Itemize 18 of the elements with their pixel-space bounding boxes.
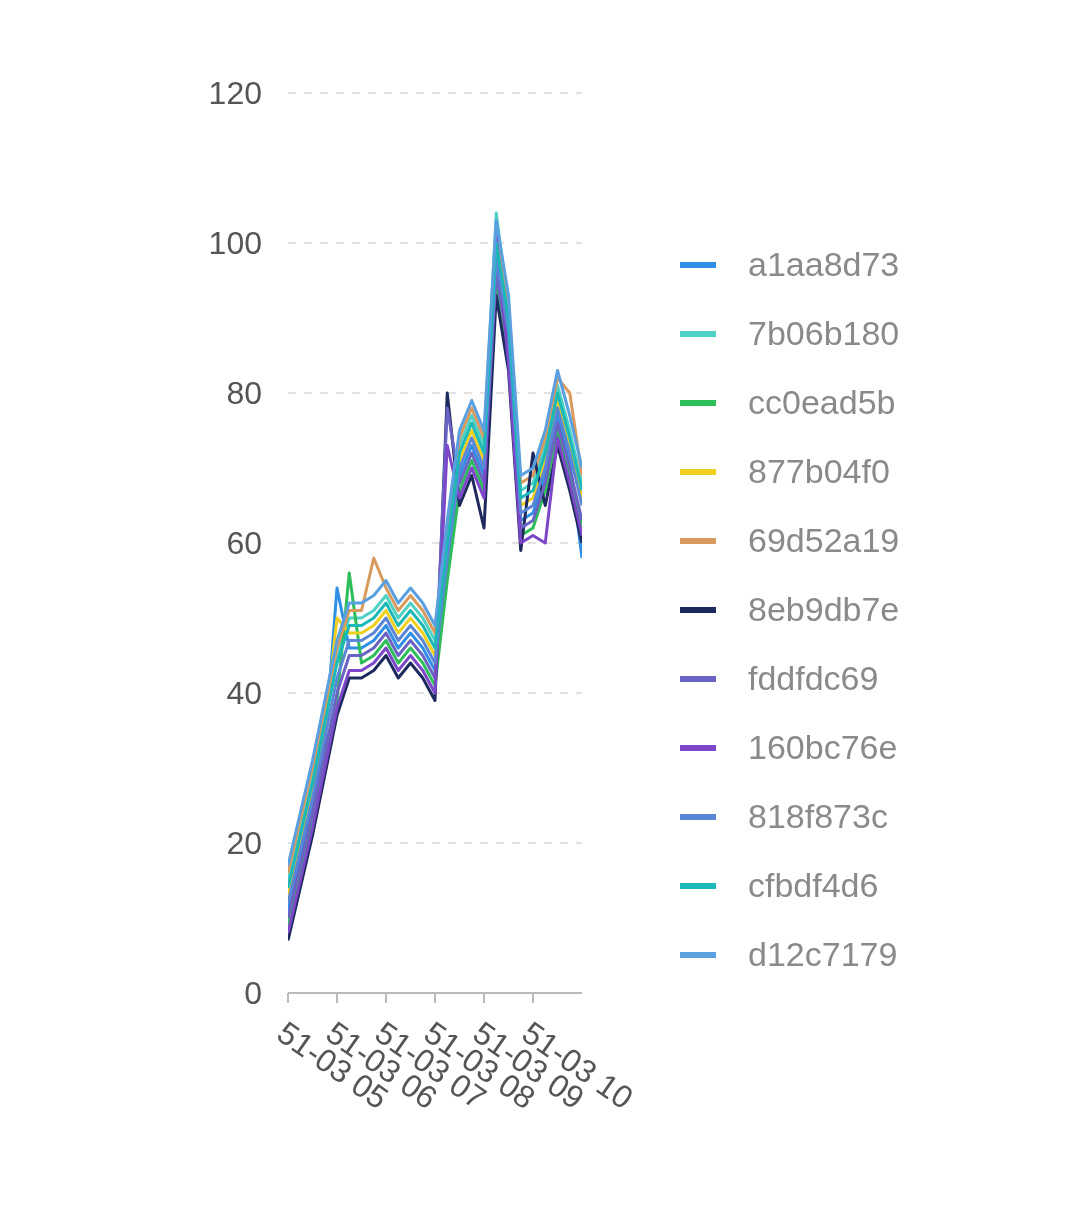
y-tick-label: 0 [244,975,262,1012]
legend-label: d12c7179 [748,935,898,974]
y-tick-label: 120 [208,75,262,112]
legend-label: 877b04f0 [748,452,890,491]
y-tick-label: 80 [226,375,262,412]
legend-label: 160bc76e [748,728,898,767]
y-tick-label: 20 [226,825,262,862]
legend-label: 8eb9db7e [748,590,900,629]
y-tick-label: 60 [226,525,262,562]
y-tick-label: 40 [226,675,262,712]
legend-label: a1aa8d73 [748,245,900,284]
legend-label: 7b06b180 [748,314,900,353]
y-tick-label: 100 [208,225,262,262]
legend-label: fddfdc69 [748,659,879,698]
legend-label: cc0ead5b [748,383,896,422]
legend-label: 69d52a19 [748,521,900,560]
legend-label: 818f873c [748,797,888,836]
legend-label: cfbdf4d6 [748,866,879,905]
